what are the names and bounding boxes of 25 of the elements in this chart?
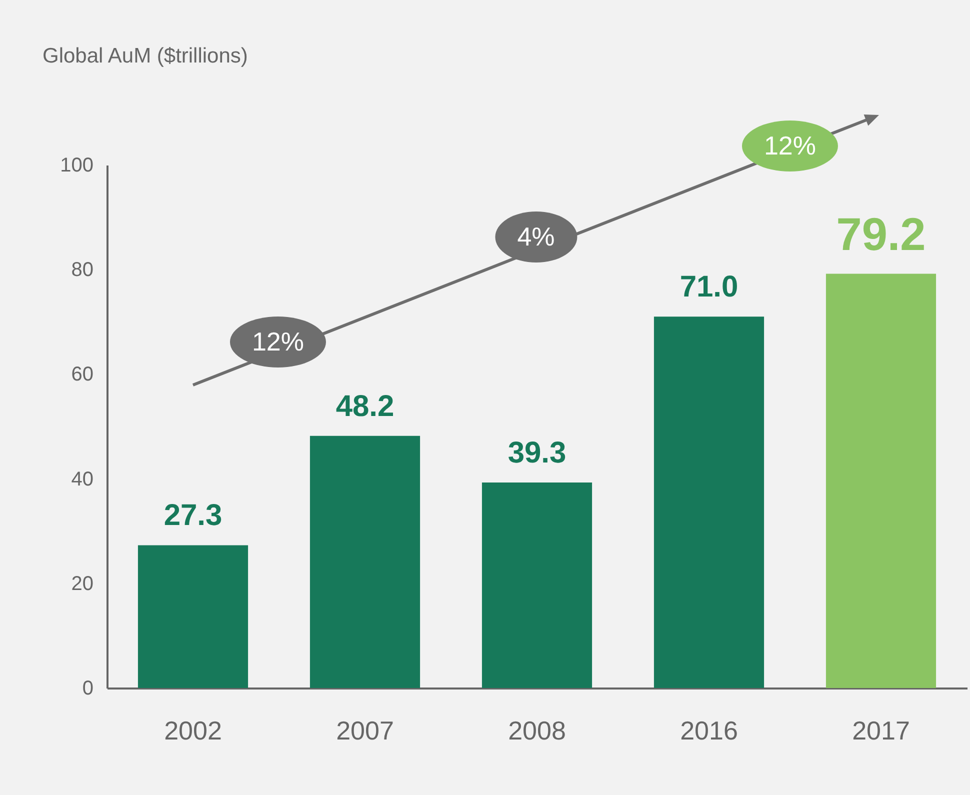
data-label: 48.2 <box>336 390 394 423</box>
x-tick-label: 2008 <box>508 716 566 746</box>
data-label: 79.2 <box>836 208 926 260</box>
text: 12% <box>742 120 838 172</box>
y-tick-label: 20 <box>71 572 94 595</box>
bar <box>310 436 420 688</box>
x-tick-label: 2016 <box>680 716 738 746</box>
bar <box>138 545 248 688</box>
data-label: 27.3 <box>164 499 222 532</box>
y-tick-label: 80 <box>71 259 94 282</box>
data-label: 39.3 <box>508 436 566 470</box>
y-tick-label: 40 <box>71 468 94 490</box>
bar <box>482 482 592 688</box>
data-label: 71.0 <box>680 270 738 304</box>
y-tick-label: 0 <box>82 678 94 700</box>
annotation: 4% <box>495 212 577 262</box>
y-tick-label: 60 <box>71 364 94 386</box>
annotation: 12% <box>230 316 326 368</box>
bar <box>654 316 764 688</box>
bar <box>826 274 936 688</box>
x-tick-label: 2002 <box>164 716 222 746</box>
x-tick-label: 2017 <box>852 716 910 746</box>
y-tick-label: 100 <box>60 154 94 176</box>
y-axis-title: Global AuM ($trillions) <box>42 44 248 68</box>
x-tick-label: 2007 <box>336 716 394 746</box>
